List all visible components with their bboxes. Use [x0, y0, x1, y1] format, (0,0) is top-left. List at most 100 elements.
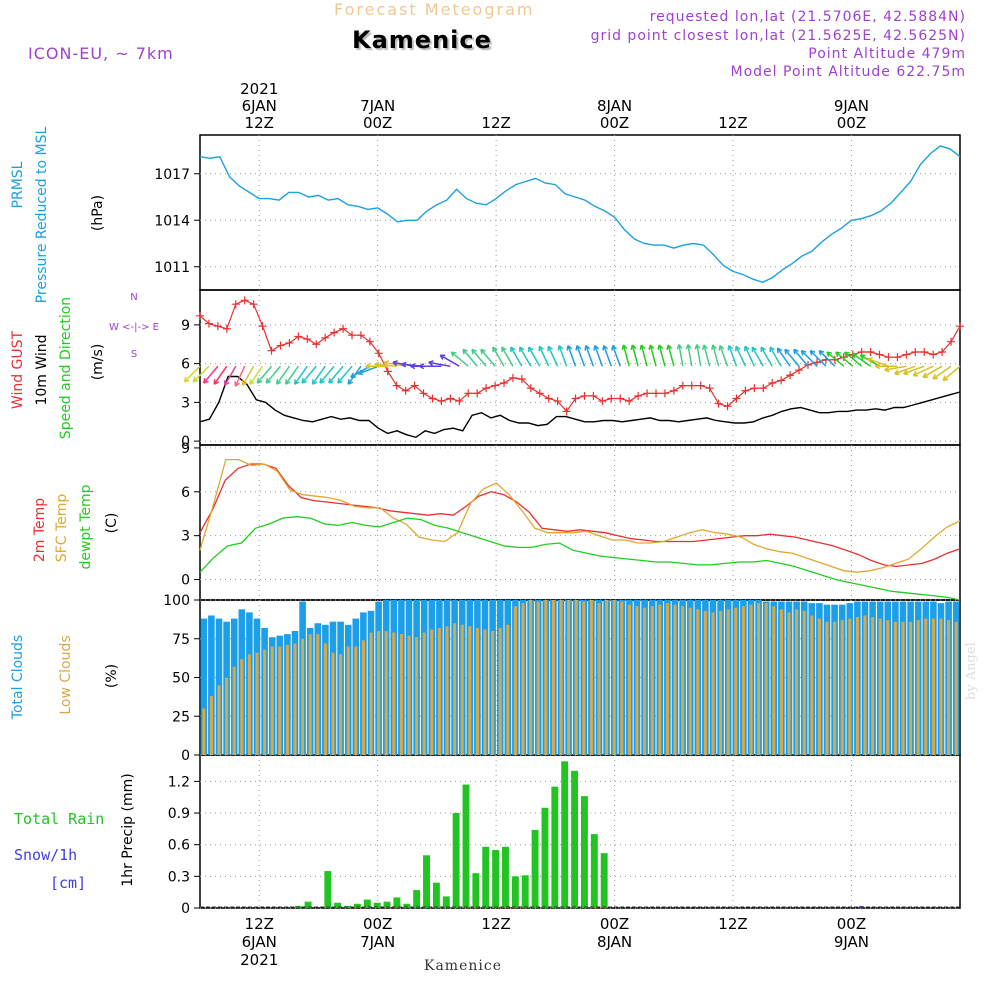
wind-arrow-head — [844, 351, 850, 357]
low-cloud-bar — [460, 624, 464, 755]
ylabel-wind-gust: Wind GUST — [10, 330, 26, 409]
low-cloud-bar — [323, 643, 327, 755]
low-cloud-bar — [878, 618, 882, 755]
wind-arrow-head — [639, 344, 646, 350]
low-cloud-bar — [764, 603, 768, 755]
low-cloud-bar — [757, 603, 761, 755]
low-cloud-bar — [886, 620, 890, 755]
wind-direction-arrow — [428, 361, 451, 367]
low-cloud-bar — [506, 624, 510, 755]
gust-marker — [812, 358, 821, 367]
gust-marker — [321, 333, 330, 342]
low-cloud-bar — [240, 658, 244, 755]
gust-marker — [732, 394, 741, 403]
low-cloud-bar — [361, 640, 365, 755]
gust-marker — [759, 384, 768, 393]
low-cloud-bar — [939, 618, 943, 755]
low-cloud-bar — [650, 606, 654, 755]
wind-arrow-head — [265, 378, 272, 384]
low-cloud-bar — [795, 609, 799, 755]
gust-marker — [401, 386, 410, 395]
wind-arrow-head — [657, 344, 664, 350]
wind-arrow-head — [710, 344, 717, 350]
unit-c: (C) — [104, 513, 120, 534]
wind-arrow-head — [685, 344, 692, 350]
rain-bar — [304, 901, 312, 908]
low-cloud-bar — [536, 601, 540, 755]
gust-marker — [437, 397, 446, 406]
low-cloud-bar — [331, 652, 335, 755]
wind-arrow-head — [932, 374, 939, 380]
wind-direction-arrow — [501, 346, 514, 367]
low-cloud-bar — [605, 600, 609, 755]
wind-direction-arrow — [884, 365, 907, 371]
wind-direction-arrow — [276, 365, 291, 385]
wind-arrow-head — [249, 379, 255, 385]
bottom-time-label-1-1: 7JAN — [360, 933, 395, 951]
low-cloud-bar — [840, 620, 844, 755]
ytick-label-clouds-3: 75 — [172, 632, 190, 648]
wind-direction-arrow — [744, 345, 756, 367]
low-cloud-bar — [278, 646, 282, 755]
wind-arrow-head — [528, 346, 534, 353]
top-time-label-1-0: 7JAN — [360, 97, 395, 115]
rain-bar — [511, 876, 519, 908]
low-cloud-bar — [202, 708, 206, 755]
gust-marker — [625, 397, 634, 406]
gust-marker — [652, 389, 660, 398]
wind-arrow-head — [328, 378, 334, 384]
pressure-line — [199, 145, 961, 284]
ylabel-low-clouds: Low Clouds — [58, 635, 74, 714]
gust-marker — [795, 366, 804, 375]
low-cloud-bar — [574, 600, 578, 755]
gust-marker — [455, 397, 464, 406]
rain-bar — [472, 873, 480, 908]
low-cloud-bar — [833, 621, 837, 755]
bottom-time-label-5-0: 00Z — [837, 915, 866, 933]
low-cloud-bar — [377, 631, 381, 755]
unit-precip: 1hr Precip (mm) — [120, 773, 136, 886]
wind-direction-arrow — [922, 365, 943, 378]
rain-bar — [383, 901, 391, 908]
rain-bar — [551, 786, 559, 908]
low-cloud-bar — [734, 607, 738, 755]
requested-coords: requested lon,lat (21.5706E, 42.5884N) — [649, 9, 966, 25]
low-cloud-bar — [916, 620, 920, 755]
gust-marker — [580, 391, 589, 400]
low-cloud-bar — [855, 617, 859, 755]
wind-arrow-head — [311, 379, 318, 385]
wind-arrow-head — [224, 380, 230, 386]
low-cloud-bar — [559, 600, 563, 755]
gust-marker — [660, 389, 669, 398]
wind-direction-arrow — [224, 365, 237, 386]
low-cloud-bar — [247, 654, 251, 755]
wind-direction-arrow — [462, 348, 478, 367]
wind-direction-arrow — [301, 365, 317, 384]
wind-direction-arrow — [192, 365, 210, 383]
gust-marker — [482, 384, 491, 393]
wind-direction-arrow — [658, 344, 666, 367]
gust-marker — [875, 350, 884, 359]
low-cloud-bar — [825, 621, 829, 755]
wind-arrow-head — [793, 348, 799, 355]
low-cloud-bar — [627, 604, 631, 755]
wind-arrow-head — [301, 378, 308, 384]
low-cloud-bar — [924, 618, 928, 755]
low-cloud-bar — [567, 600, 571, 755]
gust-marker — [634, 391, 643, 400]
wind-direction-arrow — [594, 345, 604, 367]
wind-arrow-head — [462, 348, 468, 355]
wind-direction-arrow — [678, 344, 684, 367]
gust-marker — [571, 394, 580, 403]
wind-arrow-head — [492, 346, 498, 353]
wind-direction-arrow — [374, 363, 397, 367]
gust-marker — [669, 386, 678, 395]
low-cloud-bar — [513, 606, 517, 755]
temp-line-1 — [199, 458, 961, 573]
rain-bar — [393, 897, 401, 908]
low-cloud-bar — [415, 637, 419, 755]
wind-arrow-head — [428, 360, 434, 367]
rain-bar — [492, 849, 500, 908]
wind-direction-arrow — [294, 365, 308, 385]
gust-marker — [464, 389, 473, 398]
